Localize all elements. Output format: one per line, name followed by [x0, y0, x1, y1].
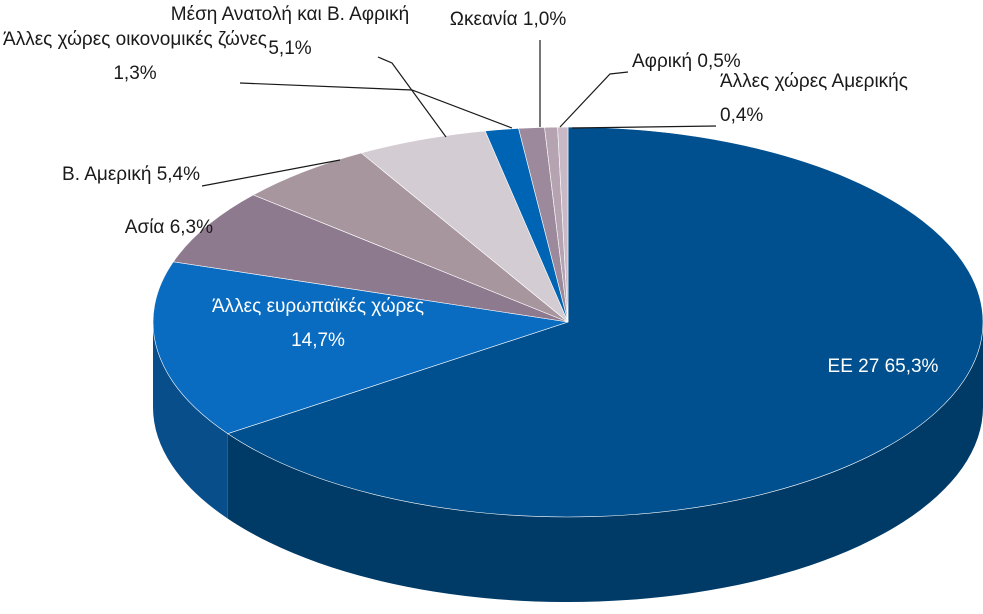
- value-label: 65,3%: [885, 356, 939, 377]
- data-label: Άλλες χώρες οικονομικές ζώνες 1,3%: [3, 29, 267, 84]
- category-label: Ασία: [125, 217, 165, 238]
- value-label: 5,1%: [268, 38, 311, 59]
- data-label: ΕΕ 27 65,3%: [828, 356, 939, 377]
- value-label: 6,3%: [170, 217, 213, 238]
- value-label: 0,5%: [697, 51, 740, 72]
- slice: [227, 126, 983, 518]
- value-label: 5,4%: [157, 164, 200, 185]
- data-label: Άλλες χώρες Αμερικής 0,4%: [720, 71, 908, 126]
- category-label: Β. Αμερική: [62, 164, 151, 185]
- data-label: Ωκεανία 1,0%: [450, 9, 567, 30]
- value-label: 14,7%: [291, 330, 345, 351]
- slice-side: [227, 322, 983, 602]
- data-label: Άλλες ευρωπαϊκές χώρες 14,7%: [212, 296, 424, 351]
- value-label: 0,4%: [720, 105, 763, 126]
- leader-line: [201, 159, 341, 187]
- data-label: Ασία 6,3%: [125, 217, 213, 238]
- leader-line: [239, 82, 513, 129]
- category-label: Ωκεανία: [450, 9, 518, 30]
- slice: [252, 152, 569, 323]
- data-label: Β. Αμερική 5,4%: [62, 164, 200, 185]
- leader-line: [571, 125, 717, 129]
- category-label: Άλλες χώρες οικονομικές ζώνες: [3, 29, 267, 50]
- category-label: ΕΕ 27: [828, 356, 880, 377]
- category-label: Άλλες χώρες Αμερικής: [720, 71, 908, 92]
- data-label: Μέση Ανατολή και Β. Αφρική 5,1%: [171, 4, 409, 59]
- category-label: Άλλες ευρωπαϊκές χώρες: [212, 296, 424, 317]
- value-label: 1,3%: [113, 63, 156, 84]
- slice: [172, 194, 569, 323]
- category-label: Αφρική: [632, 51, 692, 72]
- slice: [557, 126, 569, 323]
- category-label: Μέση Ανατολή και Β. Αφρική: [171, 4, 409, 25]
- data-label: Αφρική 0,5%: [632, 51, 741, 72]
- leader-line: [377, 56, 447, 138]
- slice: [152, 261, 569, 434]
- value-label: 1,0%: [523, 9, 566, 30]
- leader-line: [559, 71, 629, 128]
- slice-side: [153, 322, 228, 519]
